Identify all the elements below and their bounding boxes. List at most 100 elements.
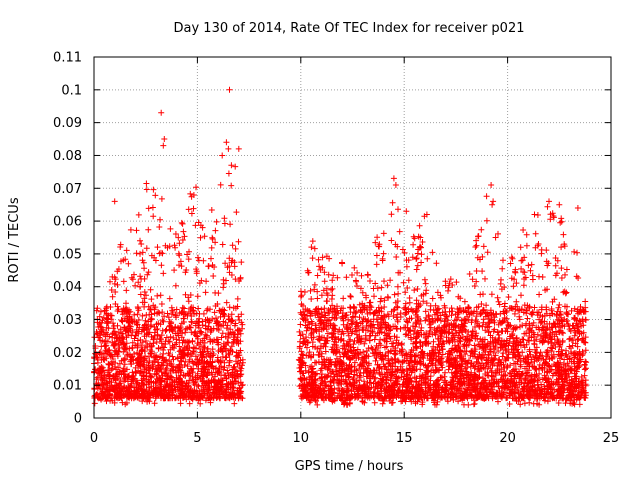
data-point (484, 249, 491, 256)
data-point (154, 367, 161, 374)
data-point (231, 391, 238, 398)
data-point (147, 340, 153, 347)
data-point (121, 346, 128, 353)
data-point (528, 261, 535, 268)
data-point (151, 329, 158, 336)
data-point (123, 340, 130, 347)
data-point (525, 262, 532, 269)
data-point (234, 370, 241, 377)
data-point (180, 392, 187, 399)
data-point (111, 280, 118, 287)
data-point (229, 242, 236, 249)
data-point (157, 335, 164, 342)
data-point (145, 205, 152, 212)
data-point (185, 206, 192, 213)
data-point (112, 376, 119, 383)
data-point (225, 313, 232, 320)
data-point (461, 298, 468, 305)
data-point (373, 252, 380, 259)
data-point (138, 328, 145, 335)
data-point (210, 378, 217, 385)
data-point (219, 330, 226, 337)
data-point (214, 357, 221, 364)
data-point (220, 284, 227, 291)
data-point (482, 275, 488, 282)
data-point (203, 386, 209, 393)
data-point (233, 209, 240, 216)
data-point (301, 289, 308, 295)
data-point (447, 276, 454, 283)
data-point (583, 365, 589, 372)
data-point (172, 282, 179, 289)
data-point (208, 327, 215, 334)
data-point (120, 371, 127, 377)
data-point (328, 286, 335, 293)
data-point (192, 322, 199, 329)
data-point (429, 249, 436, 256)
data-point (124, 366, 130, 373)
data-point (113, 366, 120, 373)
data-point (512, 269, 519, 276)
data-point (413, 266, 420, 273)
data-point (234, 337, 241, 344)
data-point (151, 400, 158, 407)
data-point (92, 343, 99, 349)
data-point (556, 301, 563, 308)
data-point (173, 306, 180, 313)
data-point (371, 293, 377, 300)
data-point (138, 377, 145, 384)
data-point (122, 306, 129, 313)
data-point (235, 326, 241, 333)
data-point (143, 186, 150, 193)
data-point (197, 400, 204, 407)
data-point (483, 193, 490, 200)
data-point (118, 387, 125, 394)
data-point (134, 321, 140, 328)
data-point (221, 364, 228, 371)
data-point (199, 224, 206, 231)
data-point (313, 359, 320, 366)
data-point (169, 342, 176, 349)
data-point (145, 269, 152, 276)
data-point (96, 320, 103, 327)
data-point (308, 296, 315, 302)
data-point (148, 383, 155, 390)
data-point (217, 181, 224, 188)
data-point (198, 352, 205, 359)
data-point (92, 350, 99, 357)
data-point (222, 319, 229, 326)
data-point (516, 316, 523, 323)
data-point (187, 353, 194, 360)
data-point (529, 276, 536, 283)
data-point (298, 292, 305, 299)
data-point (107, 392, 113, 399)
data-point (343, 274, 350, 281)
data-point (576, 401, 583, 408)
data-point (223, 325, 230, 332)
data-point (214, 319, 221, 325)
data-point (121, 392, 128, 399)
data-point (158, 262, 165, 269)
data-point (225, 335, 232, 341)
data-point (172, 231, 179, 237)
data-point (195, 219, 202, 226)
data-point (108, 351, 115, 358)
data-point (226, 304, 233, 311)
data-point (228, 162, 235, 169)
data-point (166, 357, 173, 364)
data-point (167, 225, 174, 232)
data-point (205, 323, 212, 330)
data-point (202, 289, 209, 296)
data-point (566, 336, 573, 343)
data-point (194, 356, 201, 363)
data-point (224, 389, 231, 396)
data-point (208, 255, 214, 262)
data-point (190, 348, 197, 355)
data-point (132, 332, 139, 339)
data-point (521, 254, 528, 261)
data-point (314, 295, 321, 302)
data-point (378, 284, 385, 291)
data-point (562, 271, 568, 278)
data-point (184, 338, 191, 345)
data-point (379, 400, 386, 407)
